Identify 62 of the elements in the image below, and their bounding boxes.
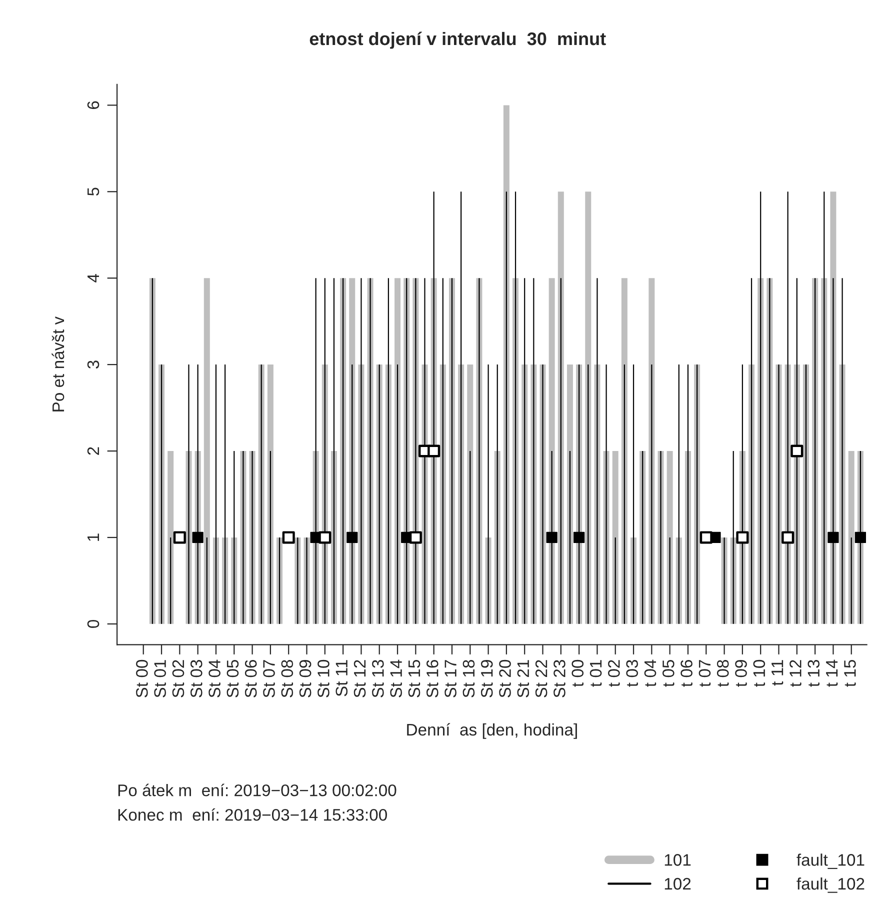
y-tick-label: 1 <box>88 534 99 541</box>
legend-label: 102 <box>664 878 691 890</box>
x-tick-label: t 11 <box>772 660 784 686</box>
x-tick-label: St 02 <box>172 660 184 698</box>
y-tick-label: 0 <box>87 620 100 628</box>
x-tick-label: St 16 <box>426 660 438 698</box>
legend-label: fault_102 <box>796 877 864 893</box>
x-tick-label: St 08 <box>281 660 294 698</box>
x-tick-label: St 18 <box>462 660 475 698</box>
x-tick-label: t 14 <box>826 660 838 687</box>
x-tick-label: St 00 <box>136 660 148 698</box>
x-tick-label: t 13 <box>808 660 820 687</box>
x-tick-label: t 05 <box>662 660 674 687</box>
x-tick-label: St 09 <box>299 660 312 698</box>
x-tick-label: St 21 <box>517 660 530 698</box>
bar <box>612 451 618 624</box>
x-tick-label: St 22 <box>535 660 548 698</box>
x-tick-label: t 07 <box>698 660 711 687</box>
bar <box>666 451 673 624</box>
x-tick-label: St 23 <box>554 660 566 698</box>
x-tick-label: t 01 <box>590 660 602 687</box>
x-tick-label: St 04 <box>208 660 220 698</box>
x-tick-label: t 09 <box>735 660 747 687</box>
x-tick-label: t 10 <box>753 660 766 687</box>
y-tick-label: 6 <box>87 101 100 109</box>
legend-label: fault_101 <box>796 854 864 869</box>
x-tick-label: St 06 <box>244 660 257 698</box>
x-tick-label: St 12 <box>354 660 366 698</box>
x-tick-label: t 12 <box>790 660 802 687</box>
bar <box>585 192 592 624</box>
x-tick-label: t 06 <box>680 660 692 687</box>
y-axis-title: Po et návšt v <box>52 316 64 412</box>
bar <box>168 451 174 624</box>
x-tick-label: St 20 <box>499 660 511 698</box>
x-tick-label: t 04 <box>644 660 656 687</box>
x-tick-label: t 02 <box>608 660 620 687</box>
x-tick-label: St 01 <box>154 660 166 698</box>
text: Po átek m ení: 2019−03−13 00:02:00 <box>118 784 396 796</box>
y-tick-label: 3 <box>87 360 100 369</box>
x-tick-label: St 05 <box>226 660 239 698</box>
y-tick-label: 4 <box>88 274 99 282</box>
x-tick-label: St 19 <box>480 660 493 698</box>
y-tick-label: 5 <box>88 188 100 196</box>
x-tick-label: St 03 <box>190 660 202 698</box>
x-tick-label: St 07 <box>263 660 275 698</box>
x-tick-label: t 08 <box>716 660 729 687</box>
chart-title: etnost dojení v intervalu 30 minut <box>310 32 606 49</box>
x-tick-label: t 00 <box>572 660 584 687</box>
x-tick-label: St 11 <box>336 660 348 696</box>
x-tick-label: St 10 <box>318 660 330 698</box>
x-tick-label: t 03 <box>626 660 638 687</box>
x-tick-label: St 13 <box>372 660 384 698</box>
bar <box>204 278 210 624</box>
x-tick-label: St 14 <box>390 660 402 698</box>
x-axis-title: Denní as [den, hodina] <box>407 723 577 739</box>
x-tick-label: St 17 <box>444 660 456 698</box>
y-tick-label: 2 <box>87 447 99 455</box>
bar <box>848 451 854 624</box>
x-tick-label: St 15 <box>408 660 420 698</box>
text: Konec m ení: 2019−03−14 15:33:00 <box>118 808 387 821</box>
x-tick-label: t 15 <box>844 660 856 687</box>
legend-label: 101 <box>664 854 691 866</box>
